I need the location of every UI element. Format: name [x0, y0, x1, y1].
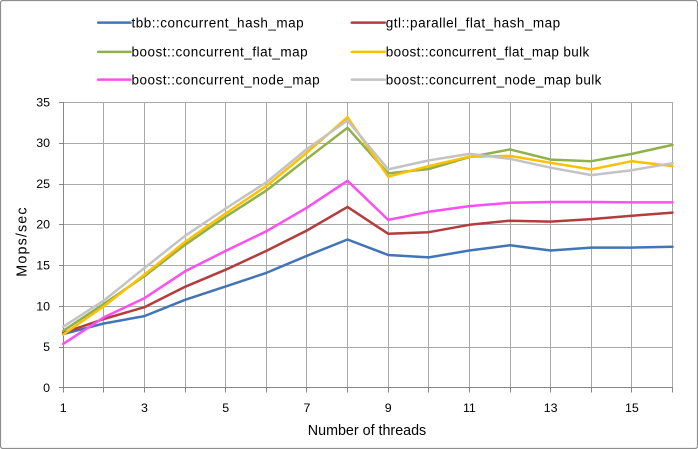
svg-text:Number of threads: Number of threads: [308, 423, 426, 439]
svg-text:boost::concurrent_node_map bul: boost::concurrent_node_map bulk: [386, 72, 602, 87]
svg-text:15: 15: [36, 259, 50, 273]
svg-text:30: 30: [36, 136, 50, 150]
svg-text:boost::concurrent_node_map: boost::concurrent_node_map: [132, 72, 321, 87]
svg-text:11: 11: [463, 401, 476, 415]
svg-text:13: 13: [544, 401, 558, 415]
svg-text:15: 15: [625, 401, 639, 415]
svg-text:0: 0: [43, 381, 50, 395]
svg-text:5: 5: [43, 340, 50, 354]
svg-text:25: 25: [36, 177, 50, 191]
svg-text:35: 35: [36, 95, 50, 109]
svg-text:20: 20: [36, 218, 50, 232]
svg-text:5: 5: [222, 401, 229, 415]
svg-text:Mops/sec: Mops/sec: [15, 206, 31, 276]
svg-text:boost::concurrent_flat_map bul: boost::concurrent_flat_map bulk: [386, 45, 590, 60]
svg-text:tbb::concurrent_hash_map: tbb::concurrent_hash_map: [132, 15, 305, 30]
svg-text:7: 7: [303, 401, 310, 415]
svg-text:gtl::parallel_flat_hash_map: gtl::parallel_flat_hash_map: [386, 15, 561, 30]
svg-text:9: 9: [385, 401, 392, 415]
svg-text:1: 1: [60, 401, 67, 415]
svg-text:boost::concurrent_flat_map: boost::concurrent_flat_map: [132, 45, 309, 60]
svg-text:10: 10: [36, 299, 50, 313]
svg-text:3: 3: [141, 401, 148, 415]
